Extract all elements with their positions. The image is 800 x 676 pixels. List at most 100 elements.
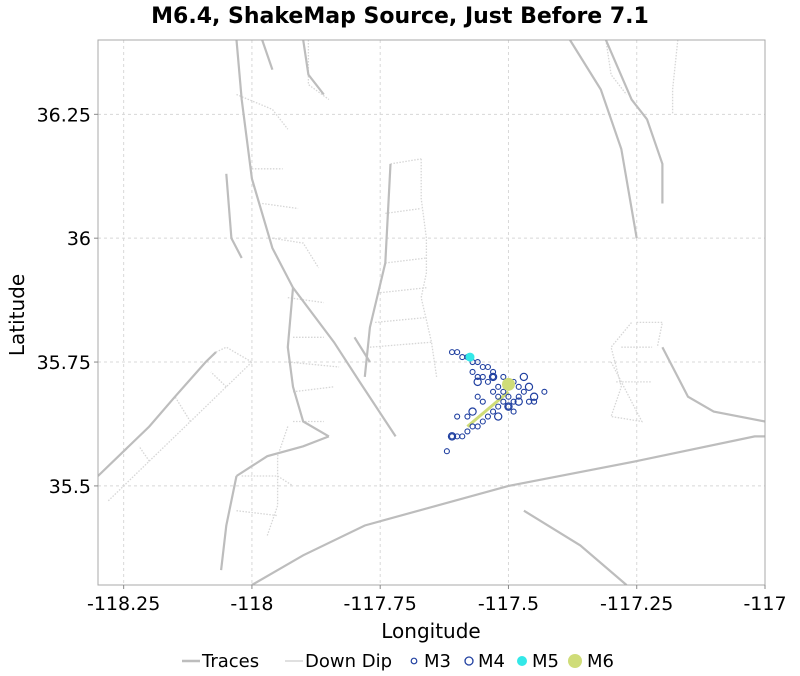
down-dip-lines	[107, 40, 679, 536]
m3-point	[500, 373, 507, 380]
trace-line	[286, 287, 330, 438]
m3-point	[500, 398, 507, 405]
x-tick-label: -117.5	[478, 593, 539, 615]
x-axis-label: Longitude	[381, 619, 480, 643]
m3-points	[443, 349, 548, 455]
m3-point	[454, 413, 461, 420]
legend-m3-label: M3	[424, 651, 451, 672]
down-dip-line	[636, 321, 664, 348]
m5-point	[465, 352, 475, 362]
chart-title: M6.4, ShakeMap Source, Just Before 7.1	[151, 4, 649, 29]
m6-rupture	[466, 390, 510, 428]
m5-points	[465, 352, 475, 362]
y-tick-label: 35.5	[49, 476, 91, 498]
down-dip-line	[266, 426, 289, 536]
down-dip-line	[241, 475, 294, 487]
down-dip-line	[138, 445, 150, 462]
down-dip-line	[272, 237, 320, 269]
m4-point	[524, 382, 534, 392]
y-axis-label: Latitude	[5, 274, 29, 356]
m3-point	[505, 393, 512, 400]
legend-m5-label: M5	[532, 651, 559, 672]
m3-point	[500, 388, 507, 395]
plot-background	[98, 40, 765, 585]
down-dip-line	[420, 158, 438, 377]
m3-point	[479, 373, 486, 380]
m3-point	[454, 349, 461, 356]
m4-point	[514, 397, 523, 406]
x-tick-label: -117	[743, 593, 786, 615]
down-dip-line	[236, 93, 289, 130]
legend-item-down-dip: Down Dip	[285, 651, 392, 672]
m3-point	[505, 403, 512, 410]
down-dip-line	[262, 202, 299, 210]
m3-point	[515, 383, 522, 390]
down-dip-line	[210, 371, 227, 388]
m3-point	[484, 363, 491, 371]
m3-point	[469, 423, 476, 430]
m6-points	[501, 377, 515, 391]
trace-line	[220, 475, 238, 571]
legend-m6-swatch	[568, 654, 582, 668]
down-dip-line	[307, 40, 330, 101]
down-dip-line	[385, 207, 422, 215]
trace-line	[523, 509, 628, 585]
legend-traces-label: Traces	[201, 651, 259, 672]
trace-line	[302, 40, 325, 96]
m3-point	[495, 403, 502, 410]
m3-point	[490, 408, 497, 415]
m3-point	[510, 398, 517, 405]
legend-m4-swatch	[464, 656, 474, 666]
m3-point	[479, 418, 486, 425]
down-dip-line	[174, 396, 191, 422]
x-tick-label: -118	[230, 593, 273, 615]
trace-line	[235, 435, 330, 477]
m3-point	[541, 388, 548, 395]
x-tick-label: -118.25	[87, 593, 160, 615]
legend-m3-swatch	[410, 657, 418, 665]
y-tick-label: 36.25	[37, 104, 91, 126]
trace-line	[353, 336, 371, 363]
legend-item-m6: M6	[568, 651, 614, 672]
m3-point	[484, 413, 491, 420]
down-dip-line	[375, 316, 427, 324]
m4-point	[519, 372, 529, 382]
m4-points	[447, 372, 539, 441]
down-dip-line	[369, 341, 432, 348]
y-tick-label: 36	[67, 228, 91, 250]
m3-point	[464, 428, 471, 435]
legend-m6-label: M6	[587, 651, 614, 672]
legend-item-m3: M3	[410, 651, 451, 672]
m4-point	[494, 412, 503, 421]
down-dip-line	[215, 346, 253, 363]
down-dip-line	[287, 361, 340, 368]
m3-point	[479, 398, 486, 405]
legend: Traces Down Dip M3 M4 M5 M6	[182, 651, 614, 672]
m3-point	[490, 368, 497, 376]
legend-item-m4: M4	[464, 651, 505, 672]
legend-m5-swatch	[517, 656, 527, 666]
m3-point	[531, 398, 538, 405]
m3-point	[495, 393, 502, 400]
m4-point	[504, 402, 513, 411]
m3-point	[474, 358, 481, 366]
m6-rupture-line	[466, 390, 510, 428]
m3-point	[448, 433, 456, 440]
m4-point	[529, 392, 539, 401]
down-dip-line	[385, 257, 427, 264]
x-tick-label: -117.25	[600, 593, 673, 615]
m3-point	[469, 368, 476, 376]
m3-point	[443, 448, 450, 455]
down-dip-line	[236, 510, 278, 517]
trace-line	[225, 173, 243, 259]
down-dip-line	[605, 40, 628, 95]
trace-line	[661, 346, 765, 423]
x-tick-label: -117.75	[344, 593, 417, 615]
m4-point	[468, 407, 477, 416]
legend-item-traces: Traces	[182, 651, 259, 672]
m3-point	[474, 393, 481, 400]
legend-down-dip-label: Down Dip	[305, 651, 392, 672]
m3-point	[515, 393, 522, 400]
trace-line	[261, 40, 274, 71]
